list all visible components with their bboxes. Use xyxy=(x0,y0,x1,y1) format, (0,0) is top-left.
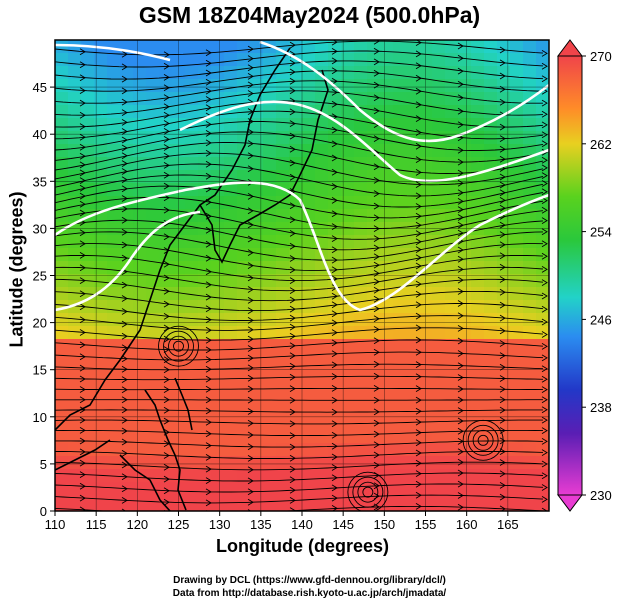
colorbar-bottom-arrow xyxy=(557,494,583,512)
y-tick-label: 10 xyxy=(33,410,47,425)
wind-streamlines xyxy=(55,40,548,511)
y-tick-label: 40 xyxy=(33,127,47,142)
y-tick-label: 0 xyxy=(40,504,47,519)
x-axis-ticks: 110 115 120 125 130 135 140 145 150 155 160 165 xyxy=(45,511,519,532)
isotherm-contours xyxy=(55,40,549,312)
colorbar-ticks: 270 262 254 246 238 230 xyxy=(582,49,612,503)
credit-data-source: Data from http://database.rish.kyoto-u.a… xyxy=(172,588,447,599)
colorbar-label: 238 xyxy=(590,400,612,415)
y-tick-label: 15 xyxy=(33,363,47,378)
temperature-field xyxy=(55,40,549,511)
colorbar-scale xyxy=(557,55,583,496)
x-tick-label: 110 xyxy=(45,517,66,532)
x-tick-label: 150 xyxy=(373,517,395,532)
colorbar-label: 254 xyxy=(590,225,612,240)
colorbar-top-arrow xyxy=(557,39,583,57)
y-tick-label: 5 xyxy=(40,457,47,472)
x-tick-label: 140 xyxy=(291,517,313,532)
lat-lon-grid xyxy=(55,40,549,511)
x-tick-label: 130 xyxy=(209,517,231,532)
x-tick-label: 135 xyxy=(250,517,272,532)
x-tick-label: 145 xyxy=(332,517,354,532)
colorbar-label: 270 xyxy=(590,49,612,64)
y-axis-ticks: 0 5 10 15 20 25 30 35 40 45 xyxy=(33,80,55,519)
x-tick-label: 160 xyxy=(456,517,478,532)
x-axis-label: Longitude (degrees) xyxy=(215,536,389,556)
y-tick-label: 25 xyxy=(33,269,47,284)
y-tick-label: 20 xyxy=(33,316,47,331)
colorbar-label: 262 xyxy=(590,137,612,152)
x-tick-label: 155 xyxy=(415,517,437,532)
y-tick-label: 45 xyxy=(33,80,47,95)
x-tick-label: 165 xyxy=(497,517,519,532)
x-tick-label: 125 xyxy=(168,517,190,532)
colorbar: 270 262 254 246 238 230 xyxy=(557,39,612,512)
map-title: GSM 18Z04May2024 (500.0hPa) xyxy=(138,2,481,28)
credit-dcl: Drawing by DCL (https://www.gfd-dennou.o… xyxy=(173,575,446,586)
x-tick-label: 115 xyxy=(86,517,107,532)
colorbar-label: 246 xyxy=(590,312,612,327)
y-tick-label: 30 xyxy=(33,221,47,236)
x-tick-label: 120 xyxy=(126,517,148,532)
colorbar-label: 230 xyxy=(590,488,612,503)
y-tick-label: 35 xyxy=(33,174,47,189)
